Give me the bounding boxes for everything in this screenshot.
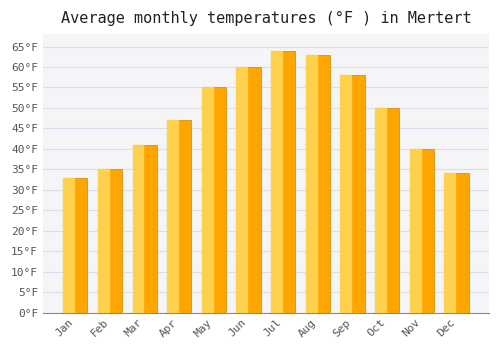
Bar bbox=[202, 88, 226, 313]
Bar bbox=[63, 177, 74, 313]
Bar bbox=[236, 67, 260, 313]
Bar bbox=[271, 51, 295, 313]
Bar bbox=[410, 149, 434, 313]
Bar bbox=[271, 51, 282, 313]
Bar bbox=[202, 88, 212, 313]
Bar bbox=[63, 177, 88, 313]
Bar bbox=[98, 169, 122, 313]
Bar bbox=[375, 108, 400, 313]
Title: Average monthly temperatures (°F ) in Mertert: Average monthly temperatures (°F ) in Me… bbox=[60, 11, 471, 26]
Bar bbox=[340, 75, 364, 313]
Bar bbox=[410, 149, 420, 313]
Bar bbox=[132, 145, 157, 313]
Bar bbox=[444, 174, 468, 313]
Bar bbox=[444, 174, 456, 313]
Bar bbox=[236, 67, 248, 313]
Bar bbox=[340, 75, 351, 313]
Bar bbox=[132, 145, 143, 313]
Bar bbox=[98, 169, 109, 313]
Bar bbox=[375, 108, 386, 313]
Bar bbox=[167, 120, 178, 313]
Bar bbox=[306, 55, 330, 313]
Bar bbox=[167, 120, 192, 313]
Bar bbox=[306, 55, 316, 313]
